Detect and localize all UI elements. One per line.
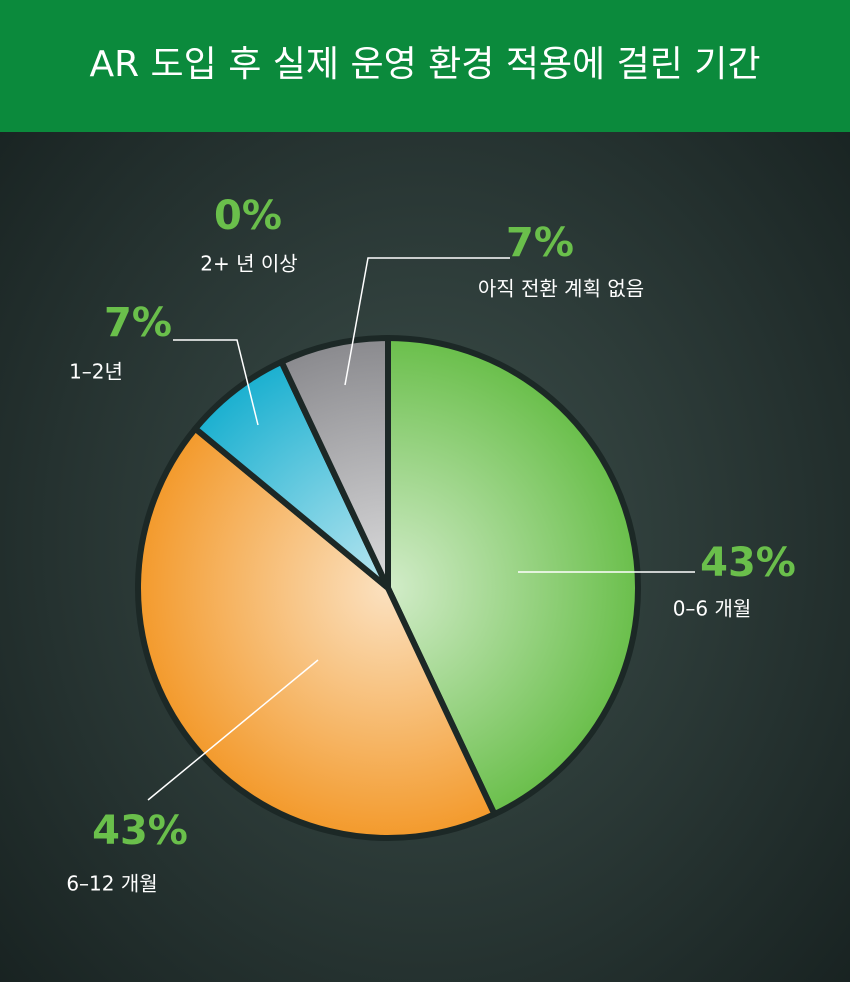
category-label: 2+ 년 이상 bbox=[200, 252, 297, 276]
chart-title: AR 도입 후 실제 운영 환경 적용에 걸린 기간 bbox=[89, 44, 760, 85]
leader-line bbox=[173, 339, 259, 426]
value-label: 43% bbox=[700, 540, 796, 586]
pie bbox=[135, 335, 641, 841]
pie-slice bbox=[385, 335, 641, 818]
value-label: 7% bbox=[104, 300, 172, 346]
header bbox=[0, 0, 850, 132]
category-label: 1–2년 bbox=[69, 360, 123, 384]
category-label: 0–6 개월 bbox=[673, 597, 752, 621]
category-label: 6–12 개월 bbox=[66, 872, 157, 896]
value-label: 43% bbox=[92, 808, 188, 854]
category-label: 아직 전환 계획 없음 bbox=[478, 277, 644, 301]
leader-line bbox=[344, 257, 510, 386]
value-label: 0% bbox=[214, 193, 282, 239]
labels bbox=[147, 257, 695, 801]
leader-line bbox=[147, 659, 319, 801]
pie-slice bbox=[278, 335, 391, 591]
value-label: 7% bbox=[506, 220, 574, 266]
